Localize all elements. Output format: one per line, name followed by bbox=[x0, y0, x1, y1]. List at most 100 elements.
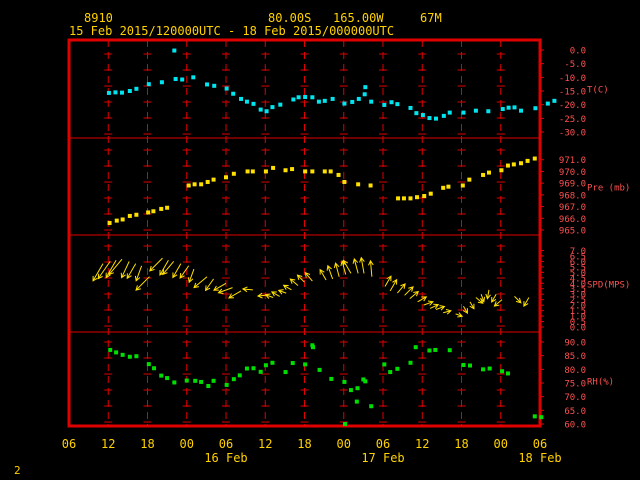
data-point bbox=[205, 179, 210, 184]
data-point bbox=[184, 378, 189, 383]
wind-vector bbox=[493, 299, 503, 307]
data-point bbox=[211, 378, 216, 383]
data-point bbox=[414, 111, 419, 116]
wind-vector bbox=[289, 278, 299, 286]
data-point bbox=[127, 89, 132, 93]
data-point bbox=[263, 363, 268, 368]
data-point bbox=[363, 85, 368, 90]
wind-arrow bbox=[455, 312, 464, 318]
data-point bbox=[310, 169, 315, 174]
wind-vector bbox=[105, 260, 117, 279]
panel-label: SPD(MPS) bbox=[587, 281, 630, 291]
time-range: 15 Feb 2015/120000UTC - 18 Feb 2015/0000… bbox=[69, 24, 395, 38]
data-point bbox=[317, 367, 322, 372]
data-point bbox=[408, 105, 413, 110]
wind-vector bbox=[326, 264, 334, 280]
data-point bbox=[328, 169, 333, 174]
wind-arrow bbox=[135, 276, 150, 291]
wind-vector bbox=[179, 265, 190, 279]
data-point bbox=[119, 90, 124, 95]
data-point bbox=[545, 101, 550, 106]
data-point bbox=[532, 156, 537, 161]
wind-vector bbox=[352, 257, 359, 274]
wind-vector bbox=[491, 293, 497, 303]
data-point bbox=[532, 414, 537, 419]
y-tick-label: 0.0 bbox=[570, 47, 586, 57]
data-point bbox=[244, 366, 249, 371]
data-point bbox=[159, 373, 164, 378]
data-point bbox=[270, 105, 275, 110]
wind-vector bbox=[462, 305, 468, 315]
x-day-label: 16 Feb bbox=[204, 451, 247, 465]
x-tick-label: 06 bbox=[62, 437, 76, 451]
data-point bbox=[500, 107, 505, 112]
data-point bbox=[356, 182, 361, 187]
wind-vector bbox=[443, 309, 452, 315]
data-point bbox=[296, 95, 301, 100]
data-point bbox=[278, 102, 283, 107]
y-tick-label: 90.0 bbox=[564, 339, 586, 349]
data-point bbox=[519, 161, 524, 166]
data-point bbox=[533, 106, 538, 111]
wind-vector bbox=[126, 263, 137, 280]
data-point bbox=[224, 175, 228, 180]
wind-arrow bbox=[256, 292, 266, 299]
wind-vector bbox=[429, 303, 440, 309]
data-point bbox=[224, 86, 229, 91]
data-point bbox=[356, 96, 361, 101]
data-point bbox=[231, 171, 236, 176]
data-point bbox=[329, 376, 334, 381]
wind-arrow bbox=[187, 268, 195, 284]
data-point bbox=[396, 196, 401, 201]
data-point bbox=[231, 91, 236, 96]
data-point bbox=[283, 168, 288, 173]
y-tick-label: -25.0 bbox=[559, 115, 586, 125]
x-tick-label: 18 bbox=[297, 437, 311, 451]
data-point bbox=[467, 177, 472, 182]
wind-arrow bbox=[172, 263, 182, 279]
wind-arrow bbox=[212, 282, 227, 291]
data-point bbox=[146, 82, 151, 87]
wind-arrow bbox=[120, 261, 130, 279]
x-day-label: 18 Feb bbox=[518, 451, 561, 465]
data-point bbox=[159, 80, 164, 85]
data-point bbox=[113, 90, 118, 95]
data-point bbox=[291, 97, 296, 102]
data-point bbox=[519, 108, 524, 113]
panel-label: Pre (mb) bbox=[587, 184, 630, 194]
data-point bbox=[369, 404, 374, 409]
x-tick-label: 00 bbox=[494, 437, 508, 451]
y-tick-label: 3.5 bbox=[570, 285, 586, 295]
data-point bbox=[342, 101, 347, 106]
wind-arrow bbox=[352, 257, 359, 274]
data-point bbox=[415, 195, 420, 200]
wind-vector bbox=[270, 291, 280, 297]
wind-arrow bbox=[389, 278, 398, 292]
station-elevation: 67M bbox=[420, 11, 442, 25]
y-tick-label: 85.0 bbox=[564, 352, 586, 362]
wind-arrow bbox=[193, 276, 208, 289]
wind-arrow bbox=[397, 283, 406, 294]
data-point bbox=[263, 169, 268, 174]
data-point bbox=[500, 369, 505, 374]
data-point bbox=[525, 158, 530, 163]
data-point bbox=[363, 379, 368, 384]
data-point bbox=[322, 169, 327, 174]
wind-vector bbox=[204, 278, 214, 292]
wind-arrow bbox=[340, 259, 347, 275]
wind-vector bbox=[479, 294, 486, 303]
data-point bbox=[303, 169, 308, 174]
wind-vector bbox=[193, 276, 208, 289]
data-point bbox=[408, 360, 413, 365]
data-point bbox=[311, 345, 316, 350]
wind-arrow bbox=[105, 260, 117, 279]
data-point bbox=[461, 110, 466, 115]
y-tick-label: 5.0 bbox=[570, 269, 586, 279]
data-point bbox=[283, 370, 288, 375]
wind-vector bbox=[455, 312, 464, 318]
data-point bbox=[159, 206, 164, 211]
y-tick-label: 75.0 bbox=[564, 380, 586, 390]
data-point bbox=[486, 109, 491, 114]
data-point bbox=[389, 100, 394, 105]
data-point bbox=[342, 179, 347, 184]
